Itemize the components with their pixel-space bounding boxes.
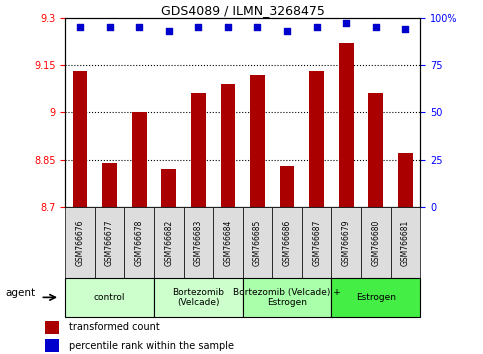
Text: GSM766679: GSM766679 <box>342 219 351 266</box>
Bar <box>154 207 184 278</box>
Point <box>313 24 321 30</box>
Bar <box>272 207 302 278</box>
Point <box>165 28 172 34</box>
Text: Bortezomib
(Velcade): Bortezomib (Velcade) <box>172 288 224 307</box>
Bar <box>191 93 206 207</box>
Text: agent: agent <box>6 289 36 298</box>
Text: control: control <box>94 293 125 302</box>
Bar <box>132 112 146 207</box>
Text: GSM766685: GSM766685 <box>253 219 262 266</box>
Text: GSM766678: GSM766678 <box>135 219 143 266</box>
Bar <box>161 169 176 207</box>
Point <box>135 24 143 30</box>
Bar <box>361 207 391 278</box>
Bar <box>95 207 125 278</box>
Bar <box>65 207 95 278</box>
Bar <box>65 278 154 317</box>
Bar <box>331 207 361 278</box>
Bar <box>45 321 59 333</box>
Bar <box>154 278 243 317</box>
Point <box>342 21 350 26</box>
Point <box>283 28 291 34</box>
Text: GSM766676: GSM766676 <box>75 219 85 266</box>
Bar <box>184 207 213 278</box>
Text: GSM766687: GSM766687 <box>312 219 321 266</box>
Point <box>372 24 380 30</box>
Point <box>195 24 202 30</box>
Text: GSM766682: GSM766682 <box>164 219 173 266</box>
Bar <box>280 166 295 207</box>
Point <box>401 26 409 32</box>
Bar <box>242 207 272 278</box>
Bar <box>309 72 324 207</box>
Bar <box>250 75 265 207</box>
Point <box>254 24 261 30</box>
Text: GSM766686: GSM766686 <box>283 219 292 266</box>
Bar <box>242 278 331 317</box>
Bar <box>331 278 420 317</box>
Text: GSM766684: GSM766684 <box>224 219 232 266</box>
Point <box>224 24 232 30</box>
Text: GSM766683: GSM766683 <box>194 219 203 266</box>
Text: GSM766681: GSM766681 <box>401 219 410 266</box>
Point <box>106 24 114 30</box>
Text: GSM766680: GSM766680 <box>371 219 380 266</box>
Text: percentile rank within the sample: percentile rank within the sample <box>70 341 234 351</box>
Bar <box>125 207 154 278</box>
Bar <box>391 207 420 278</box>
Text: transformed count: transformed count <box>70 322 160 332</box>
Bar <box>398 153 413 207</box>
Bar <box>72 72 87 207</box>
Text: GSM766677: GSM766677 <box>105 219 114 266</box>
Bar <box>45 339 59 352</box>
Title: GDS4089 / ILMN_3268475: GDS4089 / ILMN_3268475 <box>161 4 325 17</box>
Bar <box>221 84 235 207</box>
Text: Bortezomib (Velcade) +
Estrogen: Bortezomib (Velcade) + Estrogen <box>233 288 341 307</box>
Bar <box>102 163 117 207</box>
Bar <box>302 207 331 278</box>
Bar <box>213 207 242 278</box>
Bar <box>339 43 354 207</box>
Text: Estrogen: Estrogen <box>356 293 396 302</box>
Bar <box>369 93 383 207</box>
Point <box>76 24 84 30</box>
